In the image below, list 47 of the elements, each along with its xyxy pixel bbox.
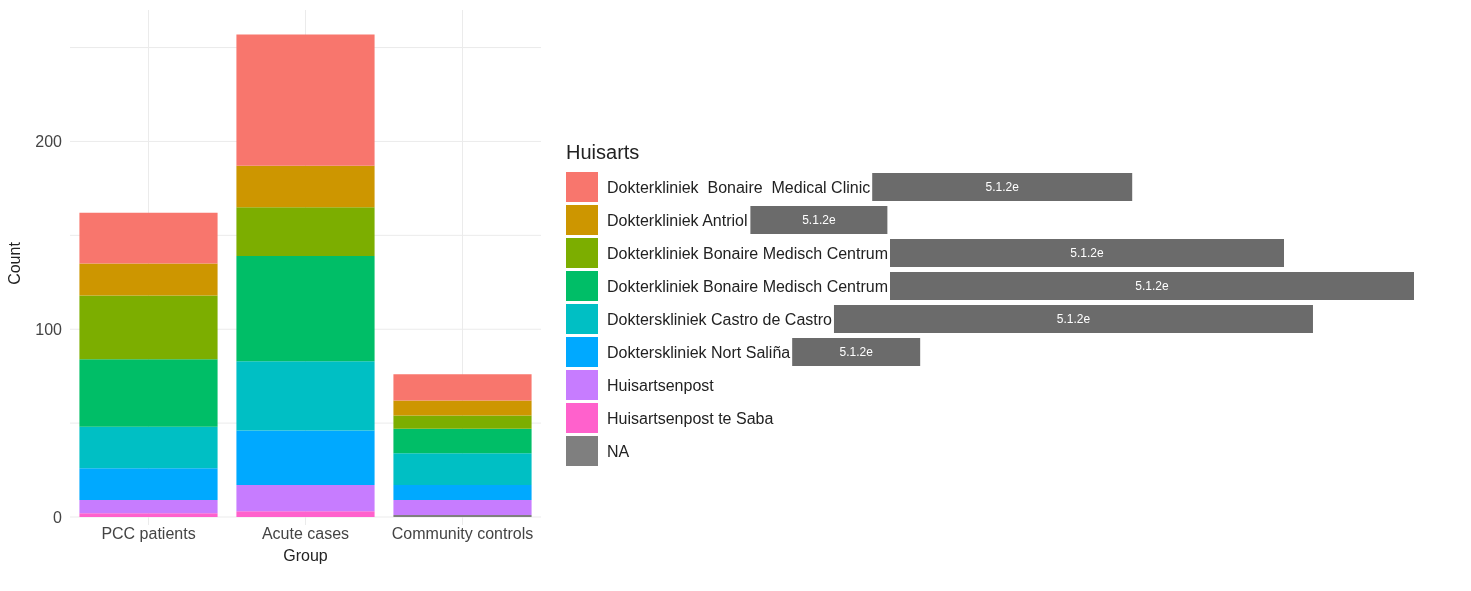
bar: [393, 500, 532, 516]
bar: [236, 34, 375, 166]
legend-label: Dokterkliniek Antriol: [607, 211, 748, 229]
bar: [236, 255, 375, 362]
legend-label: Dokterkliniek Bonaire Medisch Centrum: [607, 244, 888, 262]
bar: [79, 212, 218, 264]
y-axis-title: Count: [5, 241, 23, 285]
bar: [79, 295, 218, 360]
legend-title: Huisarts: [566, 141, 640, 163]
text: 5.1.2e: [1070, 246, 1104, 260]
bar: [79, 263, 218, 296]
bar: [79, 426, 218, 469]
bar: [79, 513, 218, 517]
legend-label: Dokterkliniek Bonaire Medical Clinic: [607, 178, 871, 196]
bar: [79, 500, 218, 514]
bar: [236, 361, 375, 431]
y-tick-label: 200: [35, 132, 63, 150]
bar: [236, 207, 375, 256]
bar: [236, 430, 375, 486]
x-axis-title: Group: [283, 546, 328, 564]
x-tick-label: Acute cases: [261, 524, 350, 542]
legend-label: Huisartsenpost: [607, 376, 715, 394]
text: 5.1.2e: [839, 345, 874, 359]
y-tick-label: 0: [53, 508, 63, 526]
text: 5.1.2e: [1135, 279, 1169, 293]
x-tick-label: Community controls: [391, 524, 534, 542]
x-tick-label: PCC patients: [101, 524, 196, 542]
bar: [393, 453, 532, 486]
bar: [393, 485, 532, 501]
text: 5.1.2e: [1056, 312, 1091, 326]
text: 5.1.2e: [802, 213, 836, 227]
legend-label: Dokterskliniek Castro de Castro: [607, 310, 833, 328]
bar: [393, 428, 532, 454]
legend-label: Dokterskliniek Nort Saliña: [607, 343, 791, 361]
bar: [236, 511, 375, 517]
bar: [236, 485, 375, 512]
y-tick-label: 100: [35, 320, 63, 338]
legend-label: Dokterkliniek Bonaire Medisch Centrum: [607, 277, 888, 295]
bar: [236, 165, 375, 208]
bar: [79, 468, 218, 501]
bar: [393, 415, 532, 429]
legend-label: Huisartsenpost te Saba: [607, 409, 774, 427]
legend-label: NA: [607, 442, 630, 460]
text: 5.1.2e: [985, 180, 1020, 194]
bar: [393, 400, 532, 416]
bar: [79, 359, 218, 427]
bar: [393, 374, 532, 401]
